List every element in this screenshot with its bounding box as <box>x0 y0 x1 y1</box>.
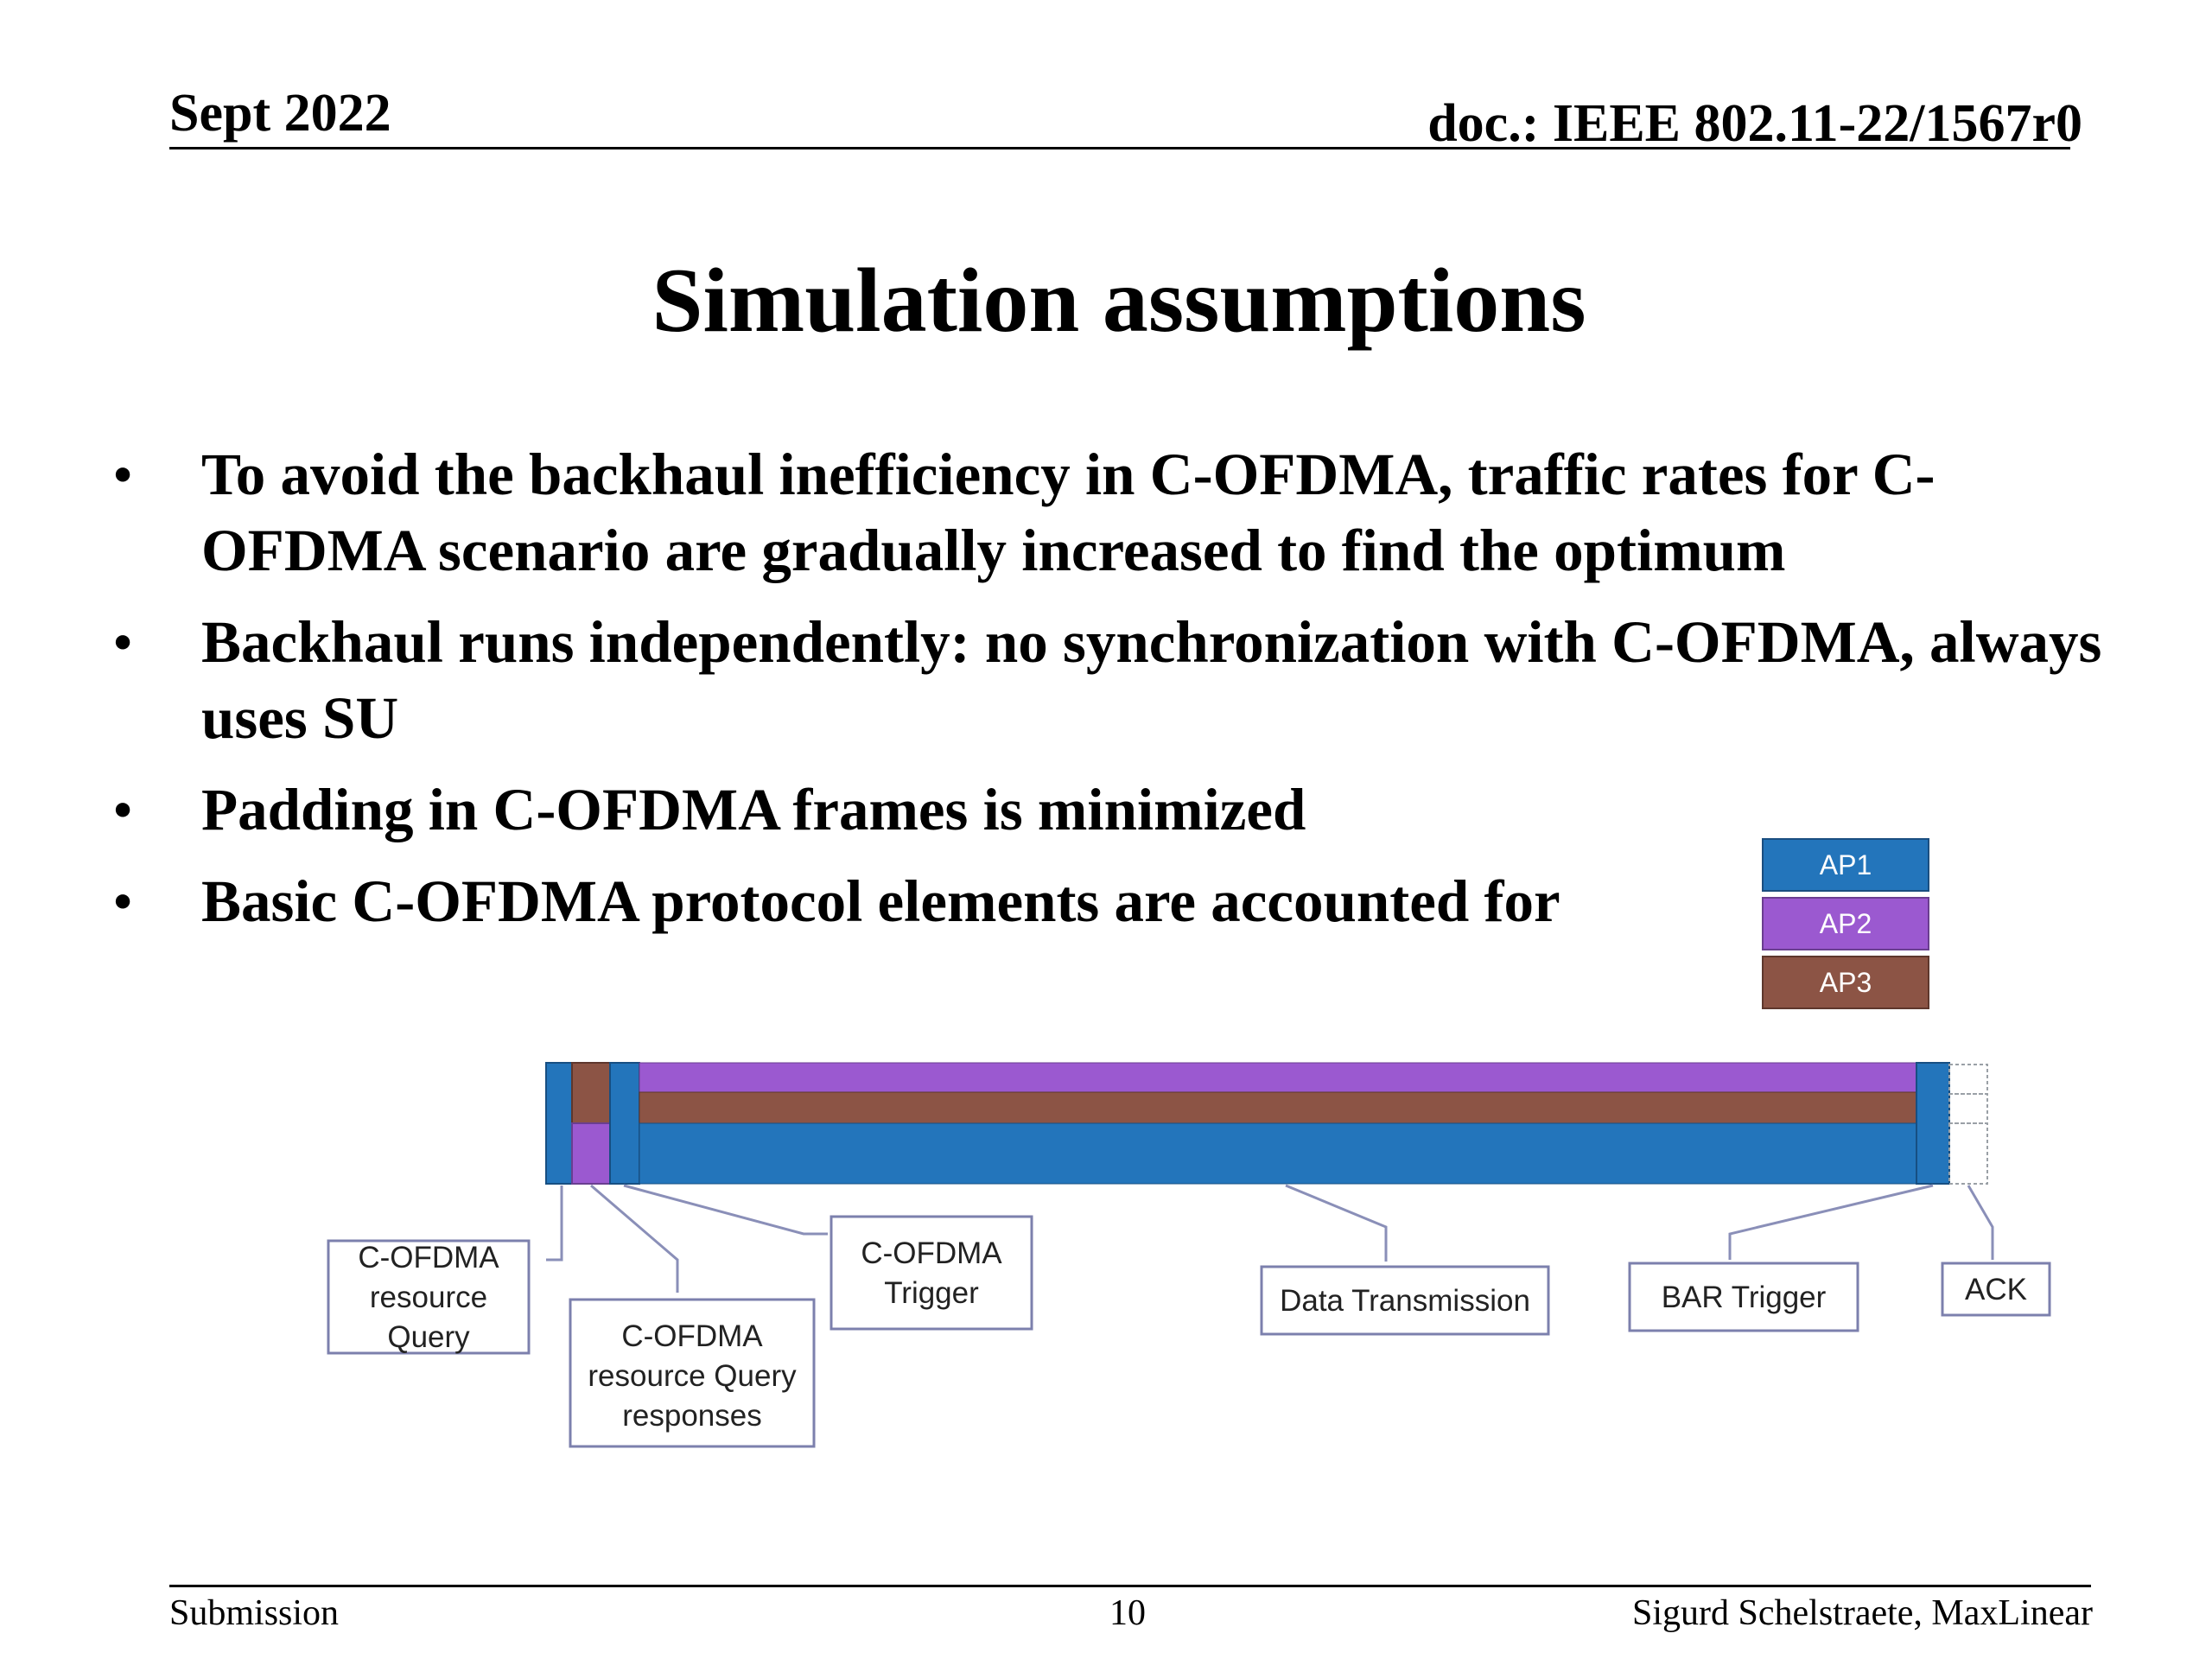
bullet-item: • Backhaul runs independently: no synchro… <box>112 604 2143 756</box>
bullet-dot-icon: • <box>112 777 134 842</box>
ack-slot-ap3 <box>1948 1093 1988 1124</box>
label-ack: ACK <box>1941 1262 2051 1317</box>
legend-swatch-ap1 <box>1762 838 1929 892</box>
legend-label-ap3: AP3 <box>1820 967 1872 998</box>
svg-text:resource: resource <box>370 1281 487 1314</box>
legend-label-ap2: AP2 <box>1820 908 1872 939</box>
page-number: 10 <box>1109 1593 1146 1633</box>
bullet-text: Basic C-OFDMA protocol elements are acco… <box>201 868 1560 934</box>
label-query: C-OFDMA resource Query <box>327 1239 531 1355</box>
svg-text:Query: Query <box>387 1320 470 1354</box>
bullet-list: • To avoid the backhaul inefficiency in C… <box>112 436 2143 955</box>
label-bar-trigger: BAR Trigger <box>1628 1262 1859 1332</box>
ack-slot-ap1 <box>1948 1122 1988 1185</box>
connector-data <box>1285 1184 1388 1262</box>
label-data-transmission: Data Transmission <box>1260 1265 1550 1336</box>
bullet-item: • Basic C-OFDMA protocol elements are acc… <box>112 863 2143 939</box>
bullet-dot-icon: • <box>112 868 134 934</box>
bullet-text: Padding in C-OFDMA frames is minimized <box>201 777 1306 842</box>
svg-text:responses: responses <box>622 1399 761 1433</box>
bullet-text: Backhaul runs independently: no synchron… <box>201 609 2102 751</box>
header-doc-id: doc.: IEEE 802.11-22/1567r0 <box>1427 94 2082 153</box>
connector-lines <box>546 1184 1994 1293</box>
svg-text:ACK: ACK <box>1965 1273 2027 1306</box>
data-segment-ap1 <box>639 1122 1917 1185</box>
footer-rule <box>169 1585 2091 1587</box>
connector-responses <box>590 1184 679 1293</box>
header-rule <box>169 147 2070 149</box>
svg-text:C-OFDMA: C-OFDMA <box>861 1236 1002 1270</box>
legend: AP1 AP2 AP3 <box>1762 838 1929 1009</box>
footer-submission: Submission <box>169 1593 340 1633</box>
slide-title: Simulation assumptions <box>652 250 1586 351</box>
bullet-item: • To avoid the backhaul inefficiency in C… <box>112 436 2143 588</box>
ack-slot-ap2 <box>1948 1064 1988 1095</box>
footer-author: Sigurd Schelstraete, MaxLinear <box>1632 1593 2093 1633</box>
svg-text:BAR Trigger: BAR Trigger <box>1662 1281 1827 1314</box>
query-segment-ap1 <box>545 1062 573 1185</box>
bullet-text: To avoid the backhaul inefficiency in C-… <box>201 442 1936 583</box>
header-date: Sept 2022 <box>169 84 391 143</box>
data-segment-ap2 <box>639 1062 1917 1093</box>
connector-ack <box>1967 1185 1994 1260</box>
connector-bar-trigger <box>1728 1184 1934 1260</box>
svg-text:C-OFDMA: C-OFDMA <box>621 1319 763 1353</box>
response-segment-ap2 <box>571 1122 611 1185</box>
legend-swatch-ap3 <box>1762 956 1929 1009</box>
svg-text:C-OFDMA: C-OFDMA <box>358 1241 499 1274</box>
connector-trigger <box>623 1184 828 1236</box>
legend-label-ap1: AP1 <box>1820 849 1872 880</box>
label-responses: C-OFDMA resource Query responses <box>569 1298 816 1448</box>
bullet-dot-icon: • <box>112 609 134 675</box>
connector-query <box>546 1185 563 1262</box>
legend-swatch-ap2 <box>1762 897 1929 950</box>
svg-text:resource Query: resource Query <box>588 1359 797 1393</box>
svg-text:Data Transmission: Data Transmission <box>1280 1284 1530 1318</box>
data-segment-ap3 <box>639 1091 1917 1124</box>
response-segment-ap3 <box>571 1062 611 1124</box>
bar-trigger-segment-ap1 <box>1916 1062 1950 1185</box>
frame-timeline <box>545 1062 1988 1185</box>
trigger-segment-ap1 <box>609 1062 640 1185</box>
bullet-dot-icon: • <box>112 442 134 507</box>
label-trigger: C-OFDMA Trigger <box>830 1215 1033 1331</box>
bullet-item: • Padding in C-OFDMA frames is minimized <box>112 772 2143 848</box>
svg-text:Trigger: Trigger <box>884 1276 979 1310</box>
